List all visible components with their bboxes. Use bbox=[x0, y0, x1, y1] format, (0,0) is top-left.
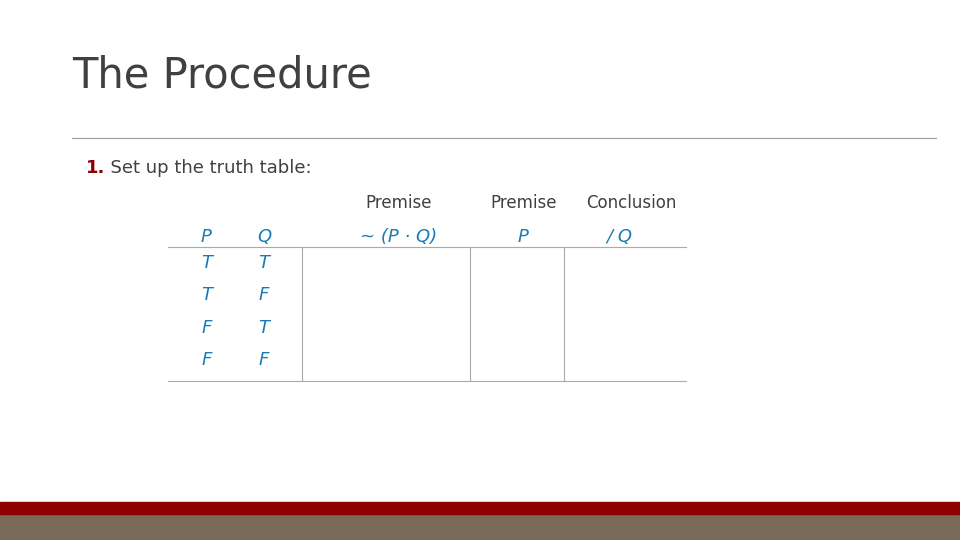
Bar bbox=[0, 502, 960, 514]
Text: P: P bbox=[517, 228, 529, 246]
Text: Conclusion: Conclusion bbox=[587, 194, 677, 212]
Text: F: F bbox=[202, 319, 211, 336]
Text: T: T bbox=[201, 286, 212, 304]
Text: F: F bbox=[259, 351, 269, 369]
Text: ~ (P · Q): ~ (P · Q) bbox=[360, 228, 437, 246]
Text: P: P bbox=[201, 228, 212, 246]
Text: / Q: / Q bbox=[606, 228, 633, 246]
Text: T: T bbox=[258, 319, 270, 336]
Text: T: T bbox=[258, 254, 270, 272]
Text: F: F bbox=[202, 351, 211, 369]
Bar bbox=[0, 514, 960, 540]
Text: T: T bbox=[201, 254, 212, 272]
Text: F: F bbox=[259, 286, 269, 304]
Text: Set up the truth table:: Set up the truth table: bbox=[99, 159, 311, 177]
Text: Q: Q bbox=[257, 228, 271, 246]
Text: Premise: Premise bbox=[365, 194, 432, 212]
Text: Premise: Premise bbox=[490, 194, 557, 212]
Text: 1.: 1. bbox=[86, 159, 106, 177]
Text: The Procedure: The Procedure bbox=[72, 54, 372, 96]
